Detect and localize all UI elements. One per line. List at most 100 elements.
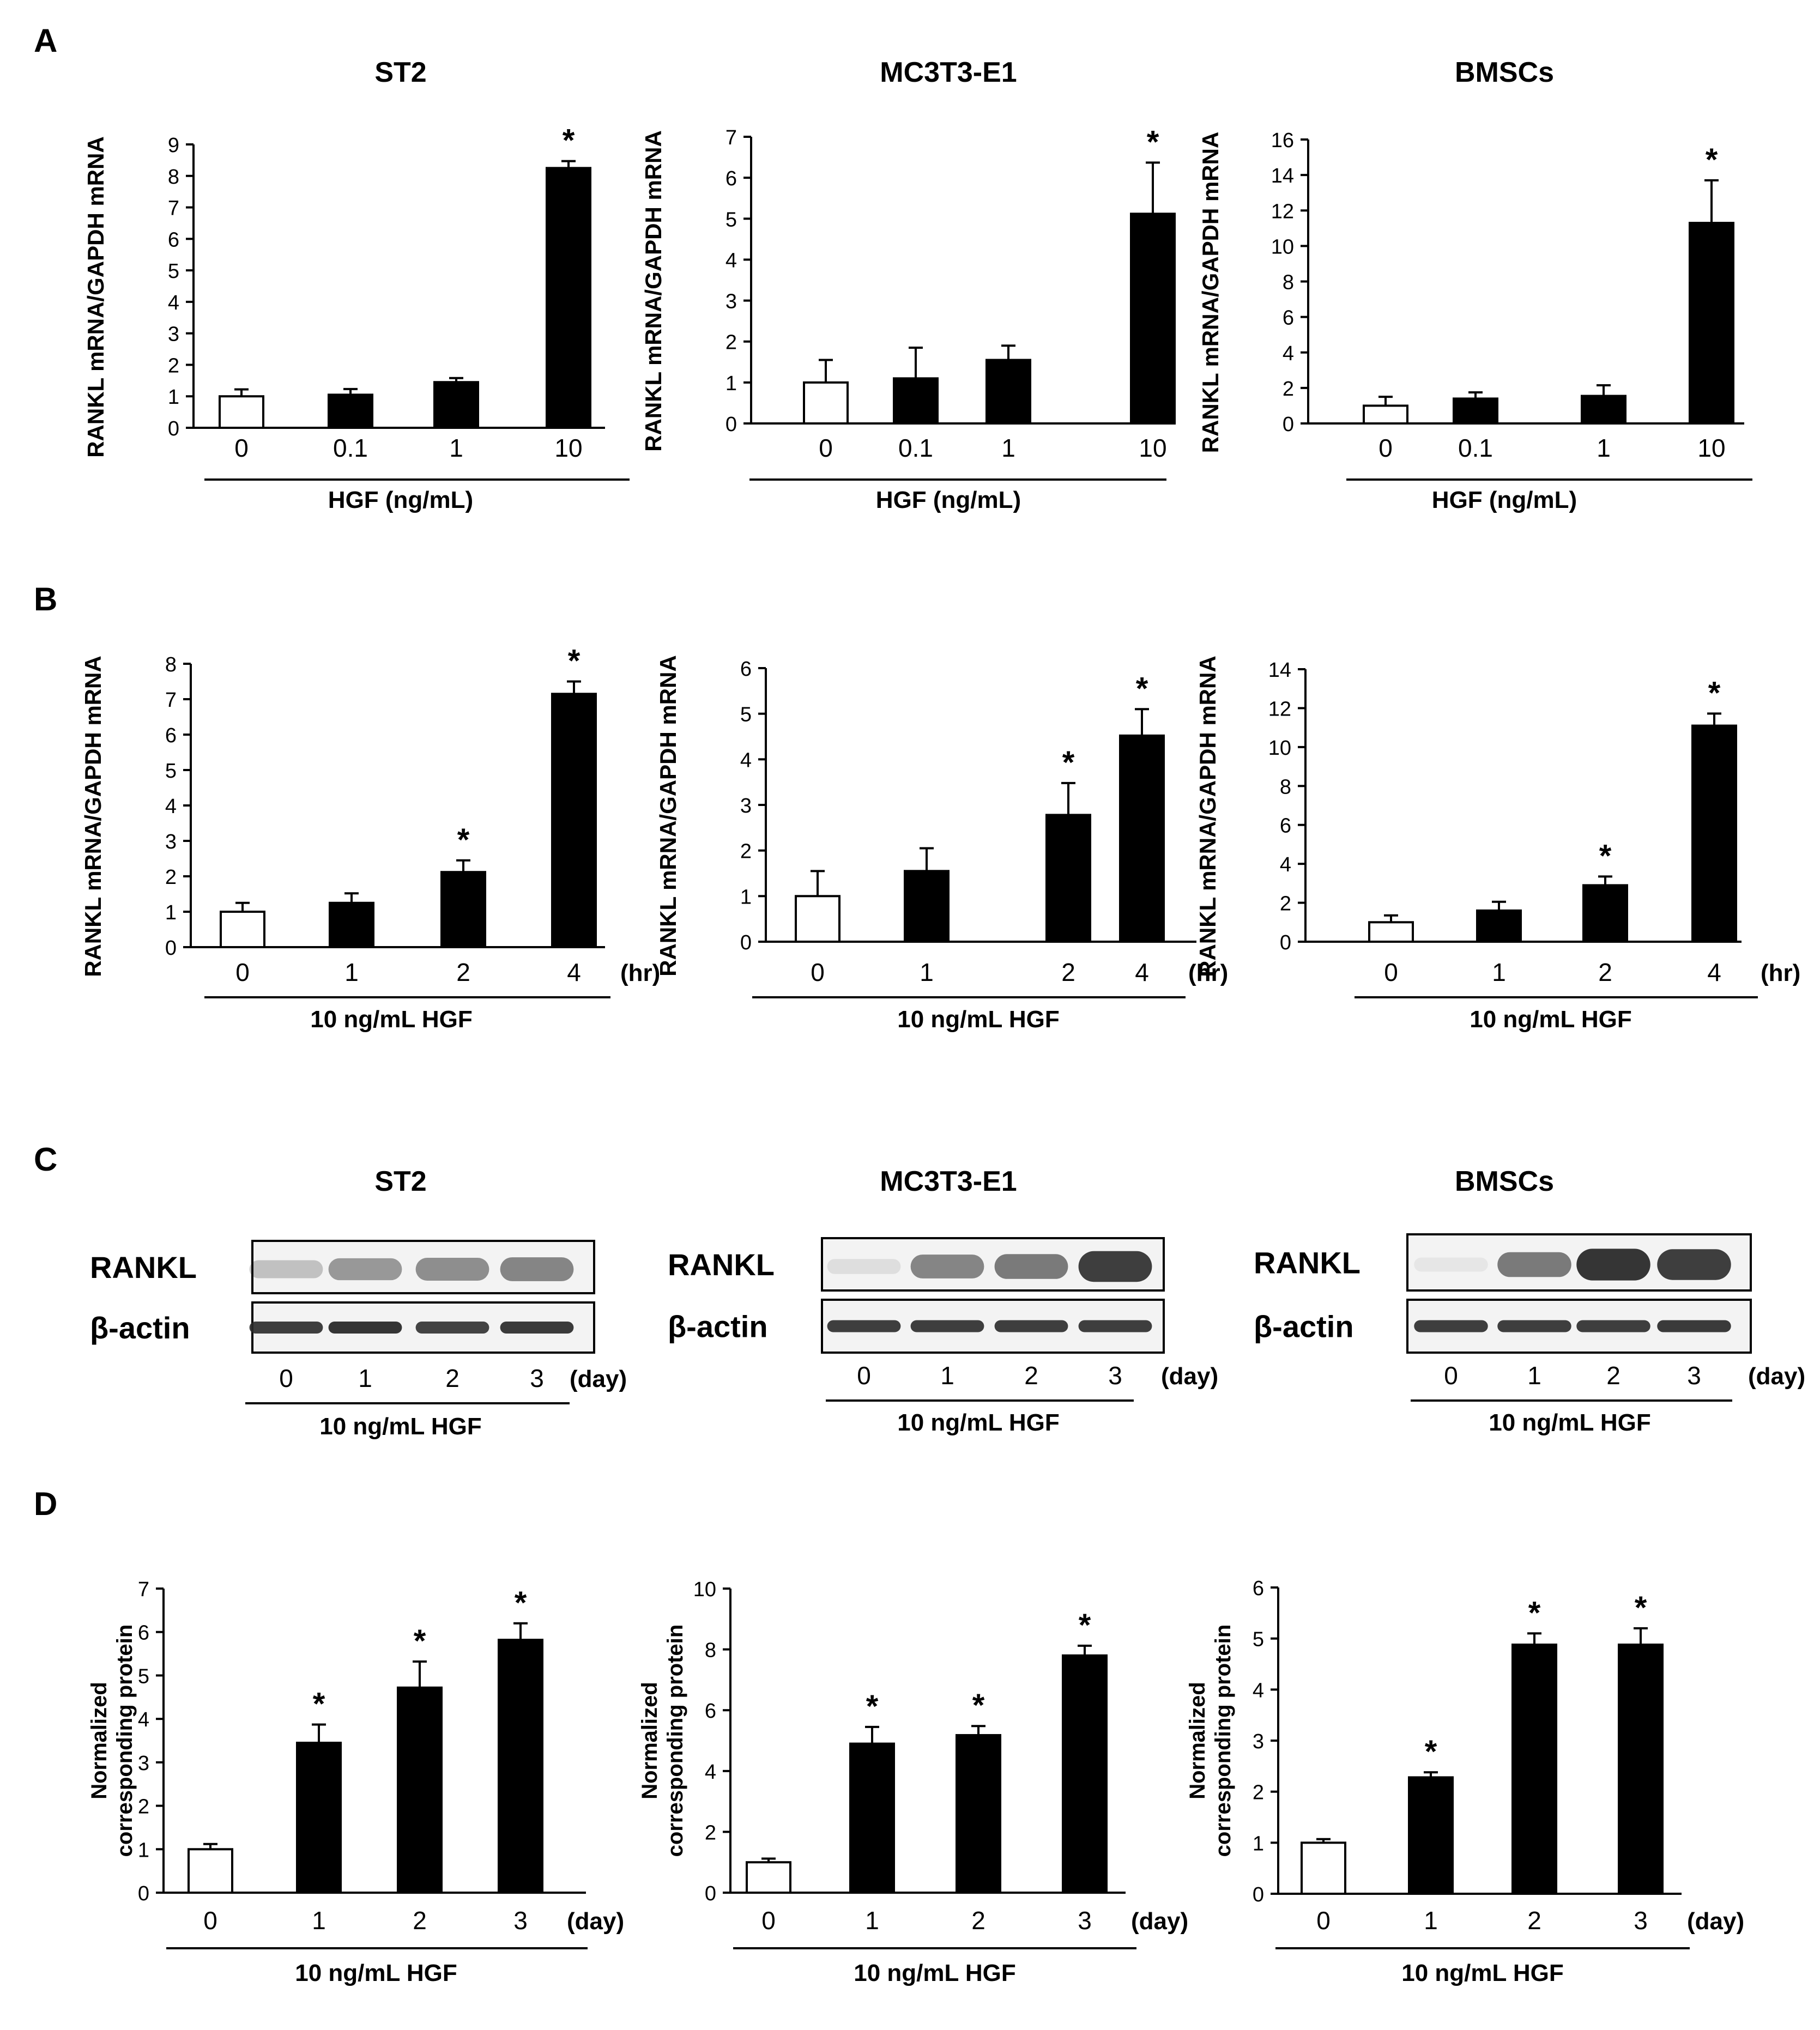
blot-row-label-rankl: RANKL	[668, 1247, 775, 1282]
significance-star: *	[1599, 838, 1612, 874]
y-tick-label: 1	[168, 386, 179, 409]
lane-unit-label: (day)	[1748, 1363, 1805, 1390]
y-tick-label: 2	[1253, 1781, 1264, 1804]
x-tick-label: 4	[1707, 958, 1721, 986]
y-tick-label: 12	[1271, 200, 1294, 223]
rankl-band	[415, 1258, 489, 1281]
y-tick-label: 2	[725, 331, 737, 354]
rankl-band	[1657, 1249, 1731, 1280]
y-tick-label: 1	[165, 901, 177, 924]
y-tick-label: 0	[168, 417, 179, 440]
group-label: 10 ng/mL HGF	[1401, 1960, 1563, 1986]
significance-star: *	[972, 1688, 985, 1723]
x-tick-label: 3	[1078, 1906, 1092, 1935]
x-tick-label: 1	[865, 1906, 879, 1935]
y-tick-label: 16	[1271, 129, 1294, 152]
lane-label: 2	[445, 1364, 459, 1392]
x-tick-label: 2	[971, 1906, 985, 1935]
y-tick-label: 6	[1253, 1577, 1264, 1600]
bar	[1453, 397, 1498, 425]
blot-row-label-actin: β-actin	[1254, 1310, 1354, 1344]
x-unit-label: (hr)	[620, 960, 660, 986]
y-axis-label: RANKL mRNA/GAPDH mRNA	[83, 136, 108, 458]
chart-title-st2: ST2	[374, 57, 426, 88]
bar	[803, 381, 849, 425]
x-tick-label: 0.1	[898, 434, 933, 462]
bar	[188, 1848, 233, 1894]
chart-title-mc3t3: MC3T3-E1	[880, 57, 1017, 88]
blot-row-label-actin: β-actin	[90, 1311, 190, 1345]
panel-letter-b: B	[34, 581, 57, 617]
bar	[985, 359, 1031, 425]
lane-label: 0	[279, 1364, 293, 1392]
rankl-band	[1078, 1251, 1152, 1282]
y-tick-label: 0	[165, 937, 177, 960]
significance-star: *	[866, 1689, 879, 1724]
lane-label: 1	[1527, 1361, 1541, 1390]
y-tick-label: 2	[1280, 893, 1291, 916]
actin-band	[994, 1320, 1068, 1332]
significance-star: *	[1425, 1734, 1437, 1770]
lane-label: 1	[940, 1361, 954, 1390]
y-tick-label: 5	[165, 760, 177, 783]
bar	[1130, 213, 1176, 425]
actin-band	[415, 1322, 489, 1334]
chart-b3: 0 2 4 6 8 10 12 14 RANKL mRNA/GAPDH mRNA 0 1 * 2 * 4 (h…	[1195, 656, 1800, 1033]
blot-title-bmscs: BMSCs	[1455, 1166, 1554, 1197]
y-axis-label-line1: Normalized	[1186, 1682, 1210, 1799]
y-tick-label: 6	[1280, 815, 1291, 838]
x-tick-label: 0.1	[333, 434, 368, 462]
x-tick-label: 0	[811, 958, 825, 986]
actin-band	[1414, 1320, 1488, 1332]
y-tick-label: 1	[725, 372, 737, 395]
y-tick-label: 8	[165, 653, 177, 676]
x-tick-label: 2	[456, 958, 470, 986]
bar	[551, 693, 597, 948]
blot-row-label-actin: β-actin	[668, 1310, 768, 1344]
y-tick-label: 1	[740, 886, 752, 908]
y-axis-label: RANKL mRNA/GAPDH mRNA	[1198, 132, 1223, 453]
significance-star: *	[568, 644, 581, 679]
y-tick-label: 4	[1280, 853, 1291, 876]
y-tick-label: 5	[168, 260, 179, 283]
y-tick-label: 8	[1283, 271, 1294, 294]
y-tick-label: 10	[1268, 737, 1291, 760]
chart-d1: 0 1 2 3 4 5 6 7 Normalized corresponding protein 0…	[87, 1578, 624, 1986]
blot-title-mc3t3: MC3T3-E1	[880, 1166, 1017, 1197]
x-tick-label: 0	[235, 958, 250, 986]
x-tick-label: 0	[1384, 958, 1398, 986]
group-label: 10 ng/mL HGF	[897, 1006, 1059, 1033]
y-axis-label: RANKL mRNA/GAPDH mRNA	[655, 655, 681, 977]
significance-star: *	[1079, 1608, 1091, 1643]
actin-band	[249, 1322, 323, 1334]
blot-row-label-rankl: RANKL	[1254, 1246, 1361, 1280]
blot-group-label: 10 ng/mL HGF	[1489, 1409, 1650, 1436]
x-tick-label: 3	[513, 1906, 528, 1935]
x-tick-label: 3	[1634, 1906, 1648, 1935]
bar	[328, 393, 373, 429]
bar	[849, 1742, 895, 1894]
x-tick-label: 0	[819, 434, 833, 462]
x-tick-label: 10	[1139, 434, 1166, 462]
chart-d2: 0 2 4 6 8 10 Normalized corresponding protein 0 *…	[638, 1578, 1188, 1986]
bar	[546, 167, 591, 429]
bar	[1618, 1643, 1664, 1895]
group-label: 10 ng/mL HGF	[1470, 1006, 1631, 1033]
y-tick-label: 7	[165, 689, 177, 712]
x-tick-label: 10	[554, 434, 582, 462]
x-tick-label: 0	[203, 1906, 217, 1935]
bar	[1511, 1643, 1557, 1895]
y-tick-label: 5	[1253, 1628, 1264, 1651]
x-tick-label: 0.1	[1458, 434, 1493, 462]
significance-star: *	[457, 822, 470, 858]
chart-d3: 0 1 2 3 4 5 6 Normalized corresponding protein 0 *…	[1186, 1577, 1744, 1986]
significance-star: *	[563, 123, 575, 159]
group-label: 10 ng/mL HGF	[295, 1960, 457, 1986]
lane-label: 0	[1444, 1361, 1458, 1390]
y-tick-label: 4	[1283, 342, 1294, 365]
actin-band	[910, 1320, 984, 1332]
x-tick-label: 4	[567, 958, 581, 986]
x-unit-label: (hr)	[1761, 960, 1800, 986]
